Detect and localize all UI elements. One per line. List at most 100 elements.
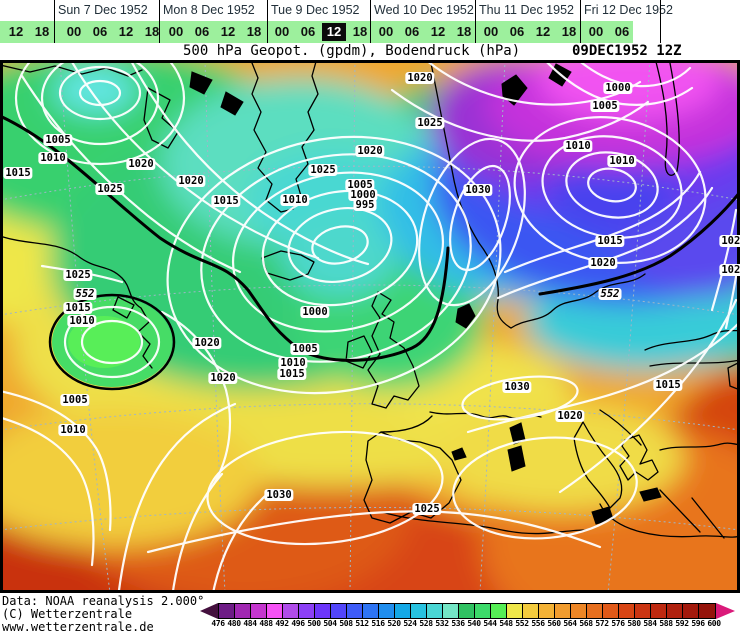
colorbar-segment-592	[683, 604, 699, 618]
colorbar-segment-524	[411, 604, 427, 618]
time-link-col5-18[interactable]: 18	[561, 24, 577, 39]
colorbar-segment-496	[299, 604, 315, 618]
colorbar-segment-572	[603, 604, 619, 618]
isobar-label-1025: 1025	[412, 503, 442, 515]
date-label-col6: Fri 12 Dec 1952	[584, 3, 673, 17]
colorbar-tick-588: 588	[659, 619, 673, 628]
isobar-label-1005: 1005	[60, 394, 90, 406]
time-link-col6-00[interactable]: 00	[588, 24, 604, 39]
date-label-col3: Tue 9 Dec 1952	[271, 3, 360, 17]
isobar-label-1015: 1015	[3, 167, 33, 179]
time-link-col2-12[interactable]: 12	[220, 24, 236, 39]
colorbar-segment-484	[251, 604, 267, 618]
colorbar-segment-560	[555, 604, 571, 618]
time-link-col3-06[interactable]: 06	[300, 24, 316, 39]
isobar-label-1010: 1010	[67, 315, 97, 327]
isobar-label-1010: 1010	[607, 155, 637, 167]
date-time-navigation: Sun 7 Dec 1952 Mon 8 Dec 1952 Tue 9 Dec 19…	[0, 0, 740, 43]
isobar-label-1020: 1020	[555, 410, 585, 422]
isobar-label-1020: 1020	[126, 158, 156, 170]
colorbar-tick-568: 568	[579, 619, 593, 628]
isobar-label-1025: 1025	[719, 264, 740, 276]
isobar-label-1000: 1000	[300, 306, 330, 318]
title-bar: 500 hPa Geopot. (gpdm), Bodendruck (hPa)…	[0, 43, 740, 60]
isobar-label-1020: 1020	[405, 72, 435, 84]
time-link-col4-18[interactable]: 18	[456, 24, 472, 39]
data-source-line: Data: NOAA reanalysis 2.000°	[2, 594, 205, 608]
time-link-col0-18[interactable]: 18	[34, 24, 50, 39]
isobar-label-1000: 1000	[348, 189, 378, 201]
colorbar-segment-492	[283, 604, 299, 618]
colorbar-segment-500	[315, 604, 331, 618]
time-link-col5-00[interactable]: 00	[483, 24, 499, 39]
isobar-label-1005: 1005	[590, 100, 620, 112]
colorbar-tick-524: 524	[403, 619, 417, 628]
time-link-col5-06[interactable]: 06	[509, 24, 525, 39]
isobar-label-1030: 1030	[264, 489, 294, 501]
column-separator	[660, 0, 661, 43]
time-link-col4-00[interactable]: 00	[378, 24, 394, 39]
coastlines	[2, 62, 738, 539]
isobar-label-1015: 1015	[63, 302, 93, 314]
time-link-col4-06[interactable]: 06	[404, 24, 420, 39]
map-timestamp: 09DEC1952 12Z	[572, 43, 682, 59]
time-link-col2-00[interactable]: 00	[168, 24, 184, 39]
time-link-col2-18[interactable]: 18	[246, 24, 262, 39]
column-separator	[580, 0, 581, 43]
colorbar-segment-568	[587, 604, 603, 618]
geopotential-colorbar: 476 480 484 488 492 496 500 504 508 512 516 520 524 5…	[200, 603, 736, 633]
isobar-label-1005: 1005	[290, 343, 320, 355]
isobar-label-1015: 1015	[277, 368, 307, 380]
colorbar-segment-488	[267, 604, 283, 618]
isobar-label-1015: 1015	[595, 235, 625, 247]
colorbar-segment-536	[459, 604, 475, 618]
time-link-col1-18[interactable]: 18	[144, 24, 160, 39]
time-link-col6-06[interactable]: 06	[614, 24, 630, 39]
colorbar-tick-508: 508	[339, 619, 353, 628]
date-label-col2: Mon 8 Dec 1952	[163, 3, 255, 17]
colorbar-segment-580	[635, 604, 651, 618]
map-title: 500 hPa Geopot. (gpdm), Bodendruck (hPa)	[183, 43, 521, 59]
colorbar-segment-544	[491, 604, 507, 618]
colorbar-tick-532: 532	[435, 619, 449, 628]
isobar-label-1015: 1015	[211, 195, 241, 207]
column-separator	[475, 0, 476, 43]
colorbar-segment-520	[395, 604, 411, 618]
time-link-col1-12[interactable]: 12	[118, 24, 134, 39]
time-link-col4-12[interactable]: 12	[430, 24, 446, 39]
isobar-label-1015: 1015	[653, 379, 683, 391]
time-link-col2-06[interactable]: 06	[194, 24, 210, 39]
column-separator	[159, 0, 160, 43]
column-separator	[370, 0, 371, 43]
copyright-line: (C) Wetterzentrale	[2, 607, 133, 621]
colorbar-tick-552: 552	[515, 619, 529, 628]
colorbar-tick-484: 484	[243, 619, 257, 628]
colorbar-tick-580: 580	[627, 619, 641, 628]
colorbar-tick-544: 544	[483, 619, 497, 628]
colorbar-segment-476	[219, 604, 235, 618]
isobar-label-1010: 1010	[280, 194, 310, 206]
time-link-col5-12[interactable]: 12	[535, 24, 551, 39]
time-link-col3-18[interactable]: 18	[352, 24, 368, 39]
time-link-col1-00[interactable]: 00	[66, 24, 82, 39]
colorbar-tick-500: 500	[307, 619, 321, 628]
colorbar-segment-564	[571, 604, 587, 618]
colorbar-segment-552	[523, 604, 539, 618]
colorbar-segment-556	[539, 604, 555, 618]
colorbar-tick-492: 492	[275, 619, 289, 628]
time-link-col3-00[interactable]: 00	[274, 24, 290, 39]
colorbar-segment-504	[331, 604, 347, 618]
map-border	[0, 60, 740, 593]
colorbar-tick-516: 516	[371, 619, 385, 628]
time-link-col3-12[interactable]: 12	[322, 23, 346, 41]
time-link-col0-12[interactable]: 12	[8, 24, 24, 39]
colorbar-segment-528	[427, 604, 443, 618]
weather-map-canvas	[0, 60, 740, 593]
colorbar-tick-540: 540	[467, 619, 481, 628]
colorbar-segment-532	[443, 604, 459, 618]
isobar-label-1020: 1020	[355, 145, 385, 157]
colorbar-tick-600: 600	[707, 619, 721, 628]
time-link-col1-06[interactable]: 06	[92, 24, 108, 39]
isobar-label-1030: 1030	[463, 184, 493, 196]
